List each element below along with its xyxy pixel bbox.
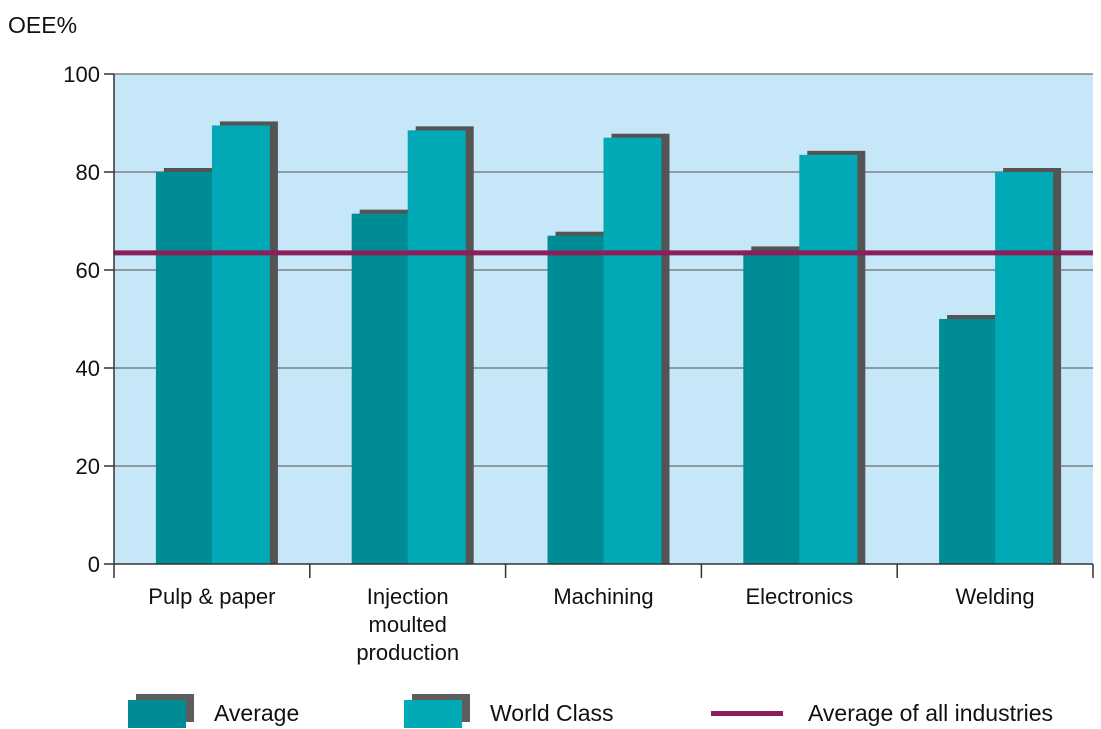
legend-swatch-world-class bbox=[404, 694, 470, 728]
y-tick-label: 0 bbox=[88, 552, 100, 577]
bar bbox=[799, 154, 858, 564]
bar bbox=[351, 213, 410, 564]
y-tick-label: 20 bbox=[76, 454, 100, 479]
bar bbox=[939, 319, 998, 564]
x-tick-label: Pulp & paper bbox=[148, 584, 275, 609]
x-tick-label: Machining bbox=[553, 584, 653, 609]
bar-world-class bbox=[995, 168, 1062, 564]
legend-label-average-all-industries: Average of all industries bbox=[808, 700, 1054, 726]
x-tick-label: Welding bbox=[956, 584, 1035, 609]
x-tick-label: Injection moulted production bbox=[356, 584, 459, 665]
y-tick-label: 80 bbox=[76, 160, 100, 185]
legend-label-world-class: World Class bbox=[490, 700, 614, 726]
bar bbox=[155, 172, 214, 564]
bar-world-class bbox=[799, 150, 866, 564]
bar bbox=[603, 137, 662, 564]
legend-line-average-all-industries bbox=[711, 711, 783, 716]
y-tick-label: 60 bbox=[76, 258, 100, 283]
y-tick-label: 100 bbox=[63, 62, 100, 87]
y-axis-title: OEE% bbox=[8, 12, 77, 38]
bars bbox=[155, 121, 1062, 564]
bar bbox=[547, 235, 606, 564]
axes: 0 20 40 60 80 100 Pulp & paper Injection moulted… bbox=[63, 62, 1094, 665]
bar bbox=[211, 125, 270, 564]
bar-world-class bbox=[603, 133, 670, 564]
y-tick-label: 40 bbox=[76, 356, 100, 381]
bar-world-class bbox=[211, 121, 278, 564]
x-tick-label: Electronics bbox=[746, 584, 854, 609]
bar bbox=[407, 130, 466, 564]
legend: Average World Class Average of all indus… bbox=[0, 690, 1101, 729]
bar bbox=[743, 250, 802, 564]
bar-world-class bbox=[407, 126, 474, 564]
legend-swatch-average bbox=[128, 694, 194, 728]
legend-label-average: Average bbox=[214, 700, 300, 726]
bar bbox=[995, 172, 1054, 564]
